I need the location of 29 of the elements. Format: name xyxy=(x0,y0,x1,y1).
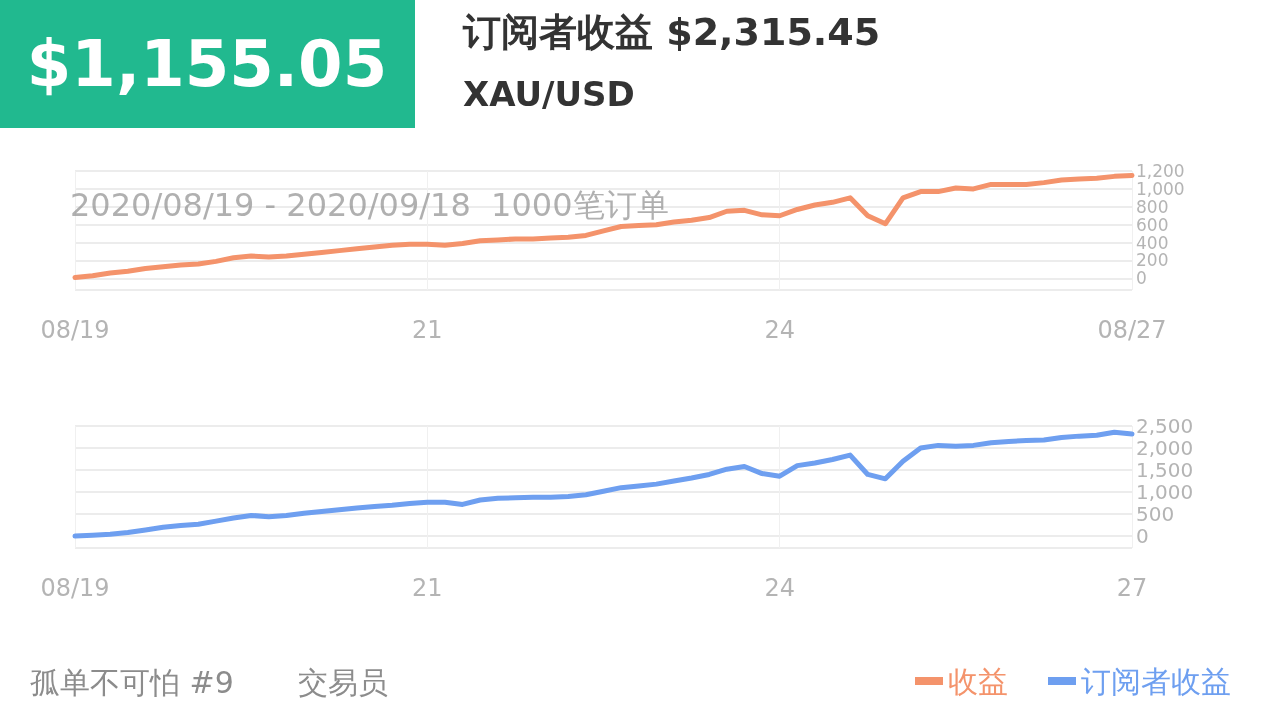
x-tick-label: 24 xyxy=(764,574,795,602)
legend-label: 订阅者收益 xyxy=(1081,663,1231,699)
x-tick-label: 27 xyxy=(1116,574,1148,602)
text: $1,155.05 xyxy=(26,27,388,101)
y-tick-label: 400 xyxy=(1136,232,1169,253)
y-tick-label: 2,500 xyxy=(1136,414,1194,438)
x-tick-label: 08/19 xyxy=(40,316,110,344)
chart-subtitle: XAU/USD xyxy=(463,74,635,114)
y-tick-label: 1,500 xyxy=(1136,458,1194,483)
chart-title: 订阅者收益 $2,315.45 xyxy=(462,10,881,54)
x-tick-label: 21 xyxy=(412,316,443,344)
x-tick-label: 08/27 xyxy=(1097,316,1167,344)
text: 孤单不可怕 #9 xyxy=(30,664,234,700)
y-tick-label: 600 xyxy=(1136,214,1169,235)
y-tick-label: 200 xyxy=(1136,250,1169,271)
y-tick-label: 1,000 xyxy=(1136,480,1194,505)
y-tick-label: 500 xyxy=(1136,502,1175,527)
y-tick-label: 1,000 xyxy=(1136,178,1185,199)
y-tick-label: 800 xyxy=(1136,196,1169,217)
text: 交易员 xyxy=(298,664,388,700)
y-tick-label: 0 xyxy=(1136,268,1147,289)
y-tick-label: 1,200 xyxy=(1136,161,1185,181)
x-tick-label: 24 xyxy=(764,316,795,344)
legend-label: 收益 xyxy=(948,663,1008,699)
x-tick-label: 21 xyxy=(412,574,443,602)
y-tick-label: 2,000 xyxy=(1136,436,1194,461)
x-tick-label: 08/19 xyxy=(40,574,110,602)
y-tick-label: 0 xyxy=(1136,524,1149,549)
annotation: 2020/08/19 - 2020/09/18 1000笔订单 xyxy=(70,186,669,224)
